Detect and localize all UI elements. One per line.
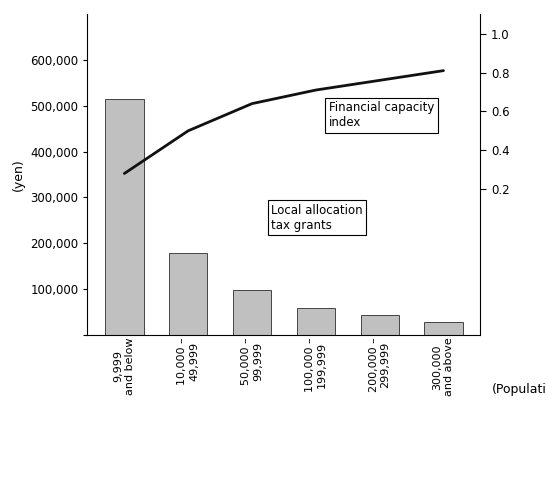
Y-axis label: (yen): (yen) [11,158,25,191]
Text: Local allocation
tax grants: Local allocation tax grants [271,204,363,232]
Bar [424,322,462,335]
Bar [105,99,144,335]
Text: Financial capacity
index: Financial capacity index [329,101,434,129]
Bar [169,253,207,335]
Text: (Population): (Population) [491,383,546,396]
Bar [233,290,271,335]
Bar [360,315,399,335]
Bar [296,308,335,335]
